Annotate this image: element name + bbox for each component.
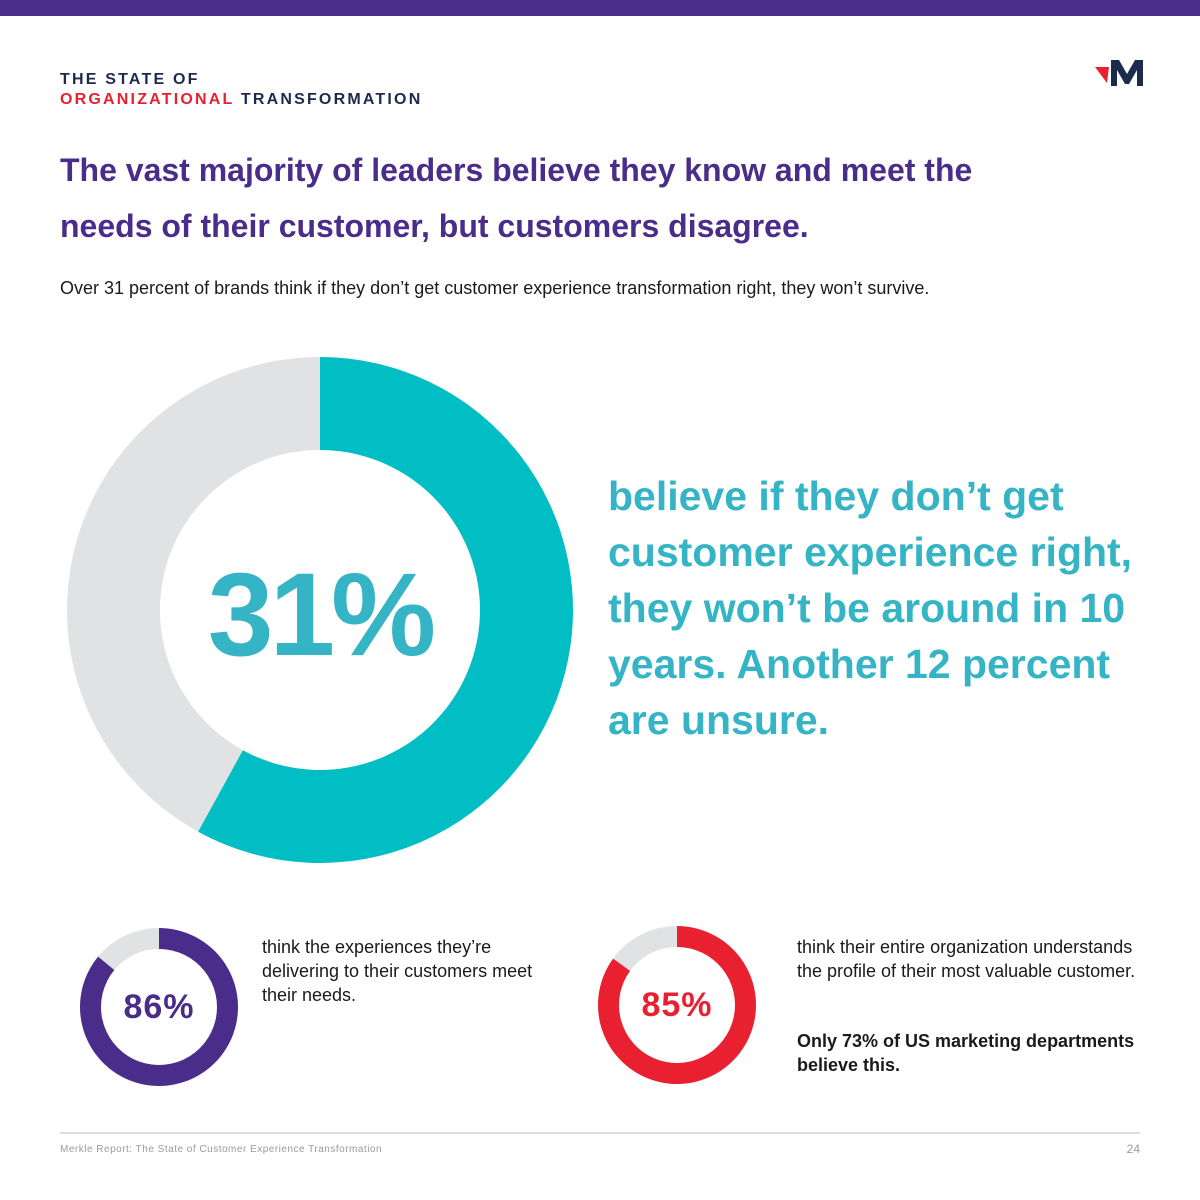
stat-85-text: think their entire organization understa…	[797, 937, 1136, 981]
donut-chart-85: 85%	[594, 922, 760, 1088]
footer-divider	[60, 1132, 1140, 1134]
donut-main-remainder-segment	[66, 357, 320, 832]
donut-85-label: 85%	[641, 985, 713, 1024]
donut-chart-86: 86%	[76, 924, 242, 1090]
brand-accent-word: ORGANIZATIONAL	[60, 91, 235, 108]
brand-line-1: THE STATE OF	[60, 71, 200, 88]
report-brand-title: THE STATE OF ORGANIZATIONAL TRANSFORMATI…	[60, 70, 422, 110]
donut-main-label: 31%	[207, 549, 436, 681]
page-subhead: Over 31 percent of brands think if they …	[60, 278, 930, 298]
donut-chart-main-svg	[66, 357, 573, 863]
donut-85-remainder-segment	[613, 926, 677, 971]
page-headline: The vast majority of leaders believe the…	[60, 152, 973, 244]
footer-report-title: Merkle Report: The State of Customer Exp…	[60, 1144, 383, 1155]
main-stat-text: believe if they don’t get customer exper…	[608, 473, 1133, 743]
top-accent-bar	[0, 0, 1200, 16]
logo-red-triangle	[1095, 67, 1109, 83]
logo-navy-m	[1111, 60, 1143, 86]
brand-rest-word: TRANSFORMATION	[234, 91, 423, 108]
donut-chart-main: 31%	[60, 350, 580, 870]
donut-chart-85-svg	[598, 926, 756, 1084]
donut-86-label: 86%	[123, 987, 195, 1026]
stat-86-text: think the experiences they’re delivering…	[262, 937, 533, 1005]
brand-line-2: ORGANIZATIONAL TRANSFORMATION	[60, 90, 422, 110]
donut-86-remainder-segment	[98, 928, 159, 971]
donut-main-value-segment	[198, 357, 573, 863]
donut-chart-86-svg	[79, 928, 238, 1086]
stat-85-note: Only 73% of US marketing departments bel…	[797, 1031, 1135, 1075]
merkle-m-logo-icon	[1095, 60, 1143, 86]
footer-page-number: 24	[1126, 1142, 1140, 1156]
